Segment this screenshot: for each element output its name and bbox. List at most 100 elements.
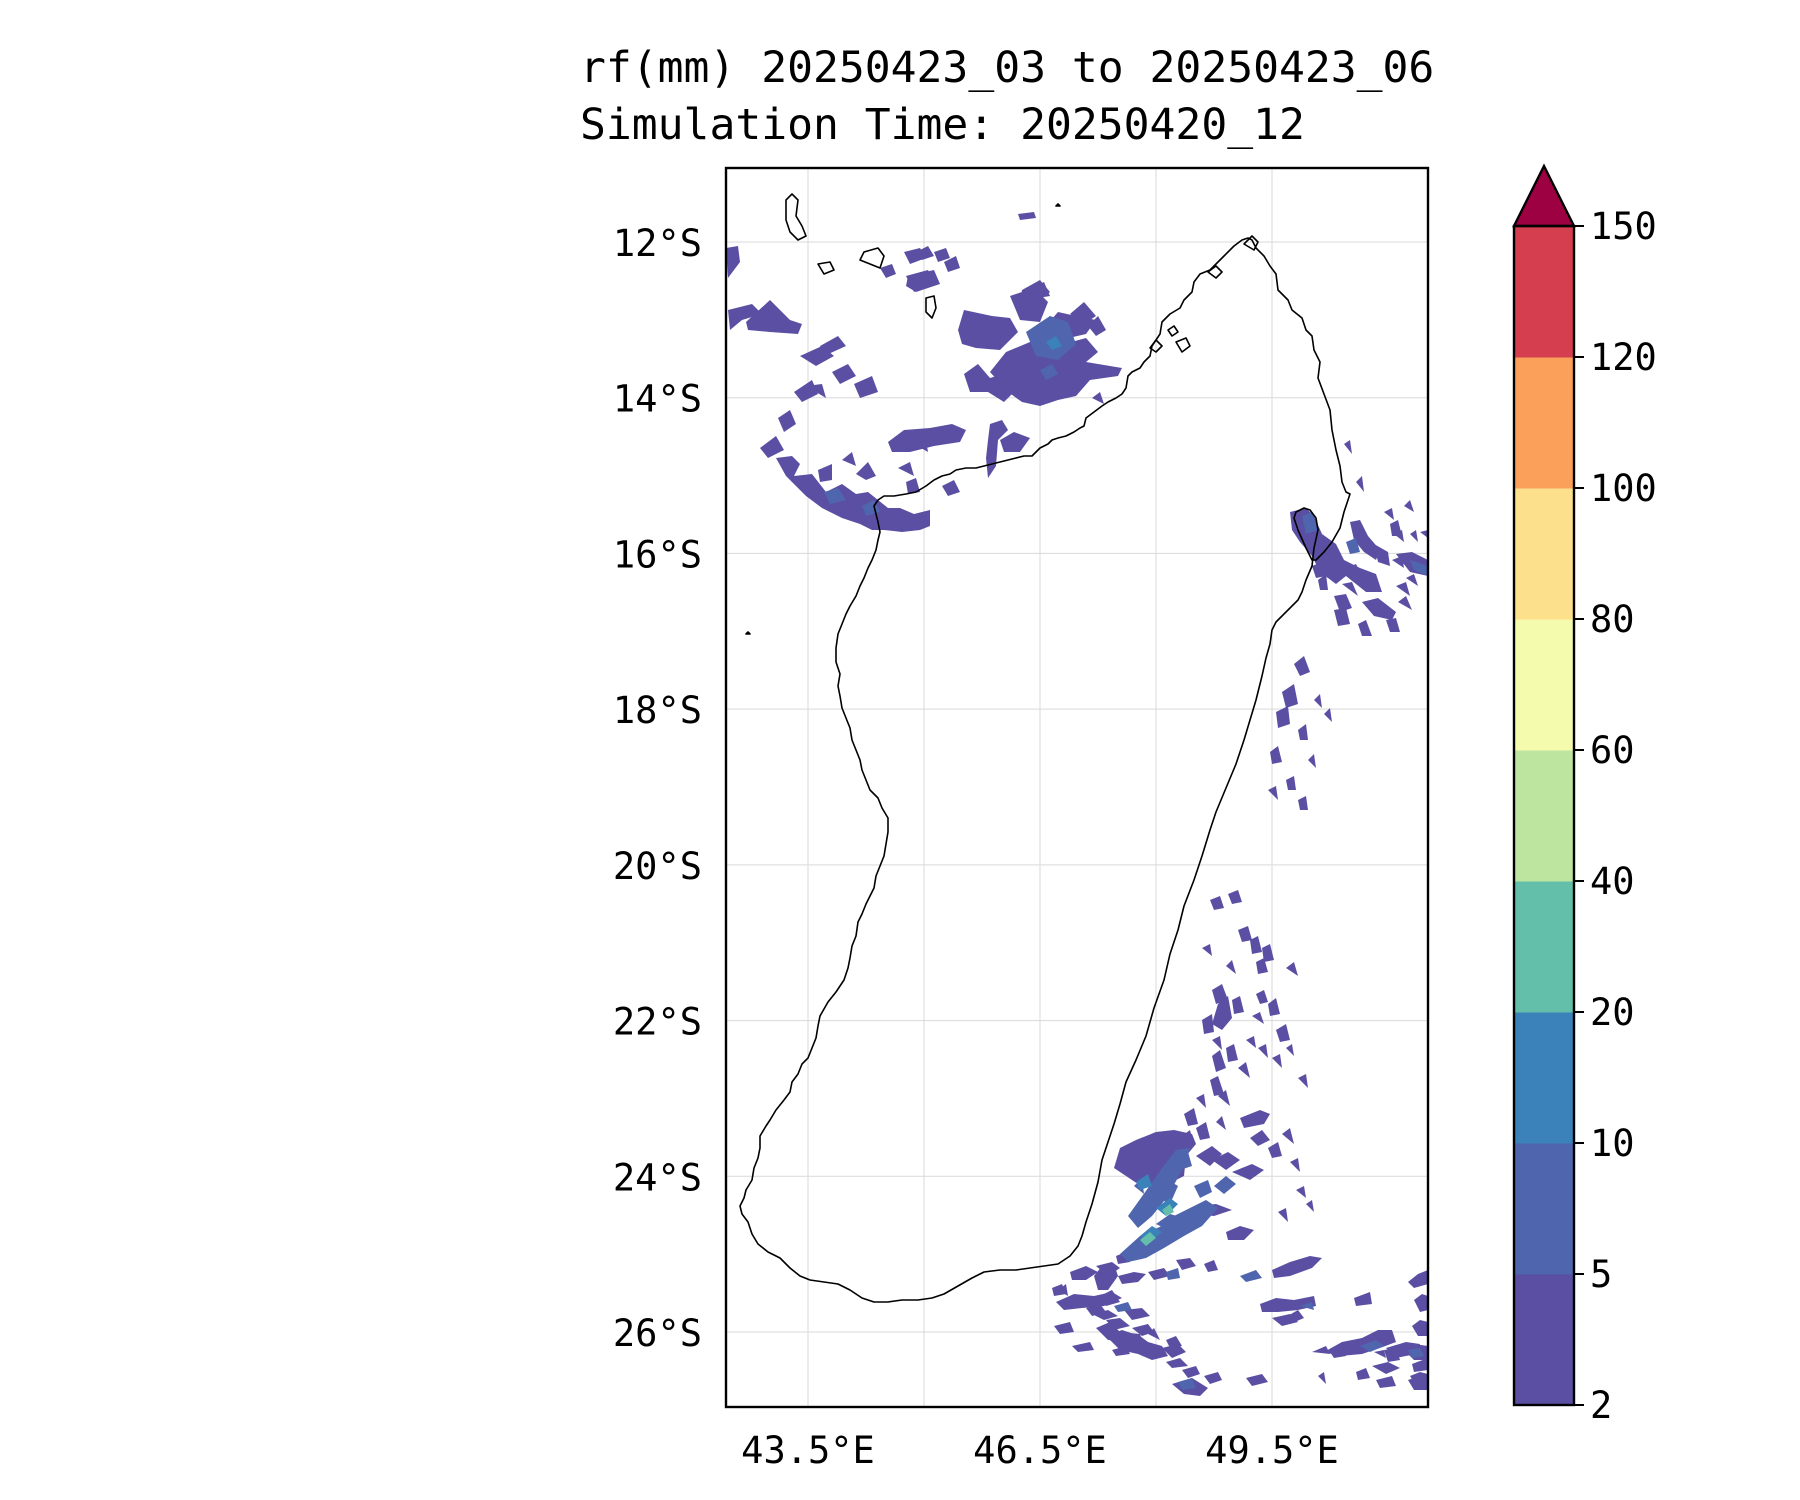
latitude-tick-label: 16°S <box>613 533 702 576</box>
colorbar: 2 5 10 20 40 60 80 100 120 150 <box>1512 163 1657 1427</box>
rain-cell <box>776 456 930 532</box>
rain-cell <box>1286 962 1298 976</box>
madagascar-coastline <box>739 237 1351 1303</box>
rain-cell <box>1228 890 1242 904</box>
rain-cell <box>1156 1214 1184 1232</box>
rain-cell <box>1216 1116 1226 1130</box>
rain-cell <box>1354 1292 1372 1306</box>
island-coastline <box>1175 337 1191 353</box>
rain-cell <box>1250 936 1262 954</box>
comoros-island-coastline <box>785 193 807 241</box>
rain-cell <box>1334 594 1352 612</box>
longitude-tick-label: 43.5°E <box>741 1429 875 1472</box>
colorbar-bin <box>1514 619 1574 751</box>
rain-cell <box>1140 1232 1156 1246</box>
rain-cell <box>1184 1108 1198 1126</box>
rain-cell <box>1268 998 1280 1016</box>
colorbar-tick-label: 40 <box>1590 860 1635 903</box>
rain-cell <box>1406 574 1418 586</box>
rain-cell <box>1000 432 1030 452</box>
rain-cell <box>1182 1366 1200 1378</box>
colorbar-tick-label: 80 <box>1590 598 1635 641</box>
rain-cell <box>1362 598 1396 620</box>
rain-cell <box>1260 1296 1316 1312</box>
rain-cell <box>1314 694 1322 708</box>
rain-cell <box>1286 1044 1294 1056</box>
colorbar-bin <box>1514 357 1574 489</box>
rain-cell <box>1272 1054 1282 1068</box>
rain-cell <box>854 376 878 398</box>
rain-cell <box>1306 1200 1314 1212</box>
rain-cell <box>1086 1304 1106 1316</box>
colorbar-tick-label: 150 <box>1590 205 1657 248</box>
colorbar-outline <box>1512 224 1576 1407</box>
rain-cell <box>1282 1128 1294 1144</box>
rain-cell <box>1312 562 1326 578</box>
rain-cell <box>1344 440 1352 454</box>
rain-cell <box>1212 984 1228 1004</box>
rain-cell <box>1232 1164 1264 1180</box>
rain-cell <box>1194 1180 1212 1198</box>
rain-cell <box>942 480 960 496</box>
rain-cell <box>1272 1256 1322 1278</box>
rain-cell <box>906 270 934 292</box>
rain-cell <box>1278 1208 1288 1222</box>
rain-cell <box>1404 500 1414 512</box>
rain-cell <box>1356 1368 1370 1380</box>
rain-cell <box>1376 1376 1396 1388</box>
rain-cell <box>1318 574 1328 590</box>
colorbar-tick-label: 5 <box>1590 1253 1612 1296</box>
latitude-tick-label: 20°S <box>613 845 702 888</box>
rain-cell <box>1196 1094 1206 1108</box>
rain-cell <box>1018 212 1036 220</box>
rain-cell <box>832 364 856 384</box>
rain-cell <box>1232 996 1244 1014</box>
colorbar-extend-triangle <box>1512 163 1576 228</box>
rain-cell <box>1210 1076 1224 1096</box>
rain-cell <box>1226 1044 1238 1062</box>
rain-cell <box>1088 316 1106 336</box>
longitude-axis-labels: 43.5°E 46.5°E 49.5°E <box>741 1429 1339 1472</box>
rain-cell <box>1210 896 1224 910</box>
rain-cell <box>1212 996 1232 1030</box>
rain-cell <box>800 346 834 366</box>
chart-title-line2: Simulation Time: 20250420_12 <box>580 100 1305 150</box>
rain-cell <box>1414 1294 1428 1312</box>
rain-cell <box>1114 1302 1132 1312</box>
rain-cell <box>1360 1340 1384 1352</box>
rain-cell <box>1276 1024 1290 1042</box>
rain-cell <box>1412 1358 1428 1372</box>
rain-cell <box>824 488 846 504</box>
rain-cell <box>1298 724 1308 740</box>
rain-cell <box>1212 1036 1222 1050</box>
comoros-island-coastline <box>817 261 835 275</box>
rain-cell <box>1212 1050 1226 1072</box>
rain-cell <box>1212 1152 1240 1170</box>
rain-cell <box>1046 336 1062 350</box>
latitude-tick-label: 14°S <box>613 378 702 421</box>
map-frame <box>724 166 1430 1409</box>
rain-cell <box>818 464 832 482</box>
rain-cell <box>1408 1376 1428 1390</box>
rain-cell <box>1136 1174 1152 1190</box>
rain-cell <box>1054 1322 1074 1334</box>
rain-cell <box>1270 746 1282 764</box>
latitude-tick-label: 22°S <box>613 1001 702 1044</box>
comoros-island-coastline <box>859 247 885 269</box>
latitude-axis-labels: 12°S 14°S 16°S 18°S 20°S 22°S 24°S 26°S <box>613 222 702 1355</box>
rain-cell <box>1252 1012 1264 1024</box>
colorbar-tick-label: 10 <box>1590 1122 1635 1165</box>
island-coastline <box>1167 325 1179 337</box>
rain-cell <box>1276 706 1290 728</box>
rain-cell <box>1256 990 1268 1004</box>
rain-cell <box>1240 1270 1262 1282</box>
rain-cell <box>1238 1062 1250 1078</box>
rain-region-northwest <box>726 212 1122 532</box>
rain-cell <box>1346 538 1360 554</box>
rain-cell <box>1346 564 1362 580</box>
rain-cell <box>1070 1266 1098 1280</box>
rain-cell <box>1070 302 1096 324</box>
rain-cell <box>1384 508 1394 520</box>
latitude-tick-label: 26°S <box>613 1312 702 1355</box>
